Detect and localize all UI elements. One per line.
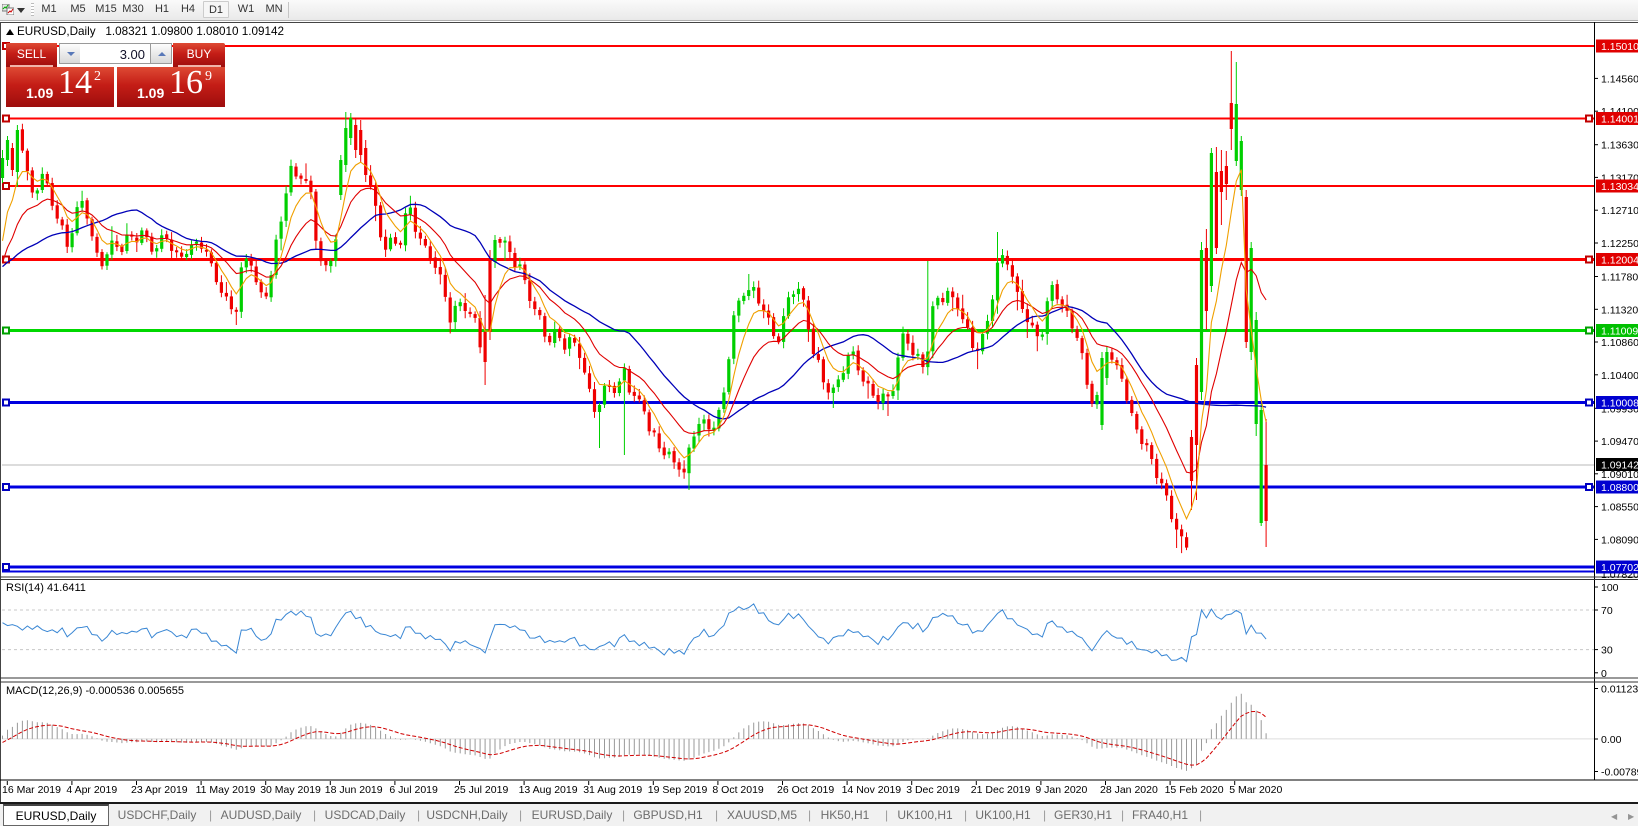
svg-text:0.011232: 0.011232	[1601, 684, 1638, 696]
svg-text:19 Sep 2019: 19 Sep 2019	[648, 784, 708, 796]
svg-text:11 May 2019: 11 May 2019	[196, 784, 256, 796]
svg-text:13 Aug 2019: 13 Aug 2019	[519, 784, 578, 796]
svg-text:1.10860: 1.10860	[1601, 337, 1638, 349]
svg-text:9 Jan 2020: 9 Jan 2020	[1035, 784, 1087, 796]
svg-text:0.00: 0.00	[1601, 734, 1622, 746]
svg-text:1.13034: 1.13034	[1601, 181, 1638, 193]
svg-text:0: 0	[1601, 668, 1607, 680]
svg-text:4 Apr 2019: 4 Apr 2019	[66, 784, 117, 796]
svg-text:1.07702: 1.07702	[1601, 562, 1638, 574]
svg-text:8 Oct 2019: 8 Oct 2019	[712, 784, 764, 796]
svg-text:26 Oct 2019: 26 Oct 2019	[777, 784, 834, 796]
svg-text:1.10008: 1.10008	[1601, 398, 1638, 410]
svg-text:1.08800: 1.08800	[1601, 482, 1638, 494]
svg-text:23 Apr 2019: 23 Apr 2019	[131, 784, 188, 796]
svg-text:1.14001: 1.14001	[1601, 114, 1638, 126]
svg-text:1.08550: 1.08550	[1601, 502, 1638, 514]
svg-text:1.15010: 1.15010	[1601, 41, 1638, 53]
svg-text:1.11009: 1.11009	[1601, 326, 1638, 338]
svg-text:30 May 2019: 30 May 2019	[260, 784, 321, 796]
svg-text:1.11780: 1.11780	[1601, 272, 1638, 284]
svg-text:1.09142: 1.09142	[1601, 460, 1638, 472]
svg-text:100: 100	[1601, 582, 1619, 594]
svg-text:1.12004: 1.12004	[1601, 255, 1638, 267]
svg-text:70: 70	[1601, 605, 1613, 617]
svg-text:1.13630: 1.13630	[1601, 140, 1638, 152]
svg-text:5 Mar 2020: 5 Mar 2020	[1229, 784, 1282, 796]
svg-text:-0.007894: -0.007894	[1601, 767, 1638, 779]
svg-text:1.14560: 1.14560	[1601, 73, 1638, 85]
svg-text:1.11320: 1.11320	[1601, 304, 1638, 316]
svg-text:18 Jun 2019: 18 Jun 2019	[325, 784, 383, 796]
svg-text:15 Feb 2020: 15 Feb 2020	[1165, 784, 1224, 796]
svg-text:30: 30	[1601, 645, 1613, 657]
svg-text:3 Dec 2019: 3 Dec 2019	[906, 784, 960, 796]
svg-text:16 Mar 2019: 16 Mar 2019	[2, 784, 61, 796]
svg-text:1.12710: 1.12710	[1601, 205, 1638, 217]
svg-text:31 Aug 2019: 31 Aug 2019	[583, 784, 642, 796]
svg-text:28 Jan 2020: 28 Jan 2020	[1100, 784, 1158, 796]
svg-text:21 Dec 2019: 21 Dec 2019	[971, 784, 1031, 796]
svg-text:1.08090: 1.08090	[1601, 534, 1638, 546]
svg-text:1.09010: 1.09010	[1601, 469, 1638, 481]
svg-text:6 Jul 2019: 6 Jul 2019	[389, 784, 438, 796]
svg-text:1.10400: 1.10400	[1601, 370, 1638, 382]
svg-text:1.09470: 1.09470	[1601, 436, 1638, 448]
svg-text:1.12250: 1.12250	[1601, 238, 1638, 250]
svg-text:14 Nov 2019: 14 Nov 2019	[842, 784, 902, 796]
svg-text:25 Jul 2019: 25 Jul 2019	[454, 784, 508, 796]
